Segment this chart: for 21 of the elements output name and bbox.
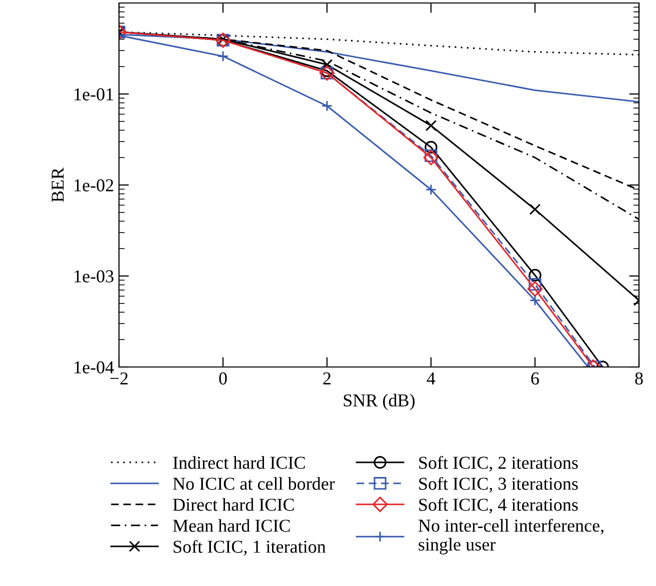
x-tick-label: 6 [531,372,539,385]
x-tick-label: 4 [426,372,436,384]
x-tick-label: 8 [635,372,643,385]
y-axis-title: BER [52,167,64,202]
legend-label: Direct hard ICIC [172,498,294,511]
y-tick-label: 1e-04 [74,361,114,374]
legend-label: No inter-cell interference, single user [418,518,604,554]
x-tick-label: 2 [323,372,331,384]
y-tick-label: 1e-02 [74,179,114,192]
legend-label: No ICIC at cell border [172,477,335,490]
legend-label: Soft ICIC, 3 iterations [419,476,578,492]
x-axis-title: SNR (dB) [344,394,415,410]
legend-label: Soft ICIC, 1 iteration [174,540,326,556]
legend-label: Soft ICIC, 2 iterations [419,456,578,472]
legend-label: Indirect hard ICIC [173,456,305,469]
x-tick-label: −2 [110,372,128,384]
legend-label: Soft ICIC, 4 iterations [419,498,578,514]
x-tick-label: 0 [219,372,227,385]
legend-label: Mean hard ICIC [172,519,290,532]
y-tick-label: 1e-01 [74,88,114,100]
y-tick-label: 1e-03 [74,270,114,282]
